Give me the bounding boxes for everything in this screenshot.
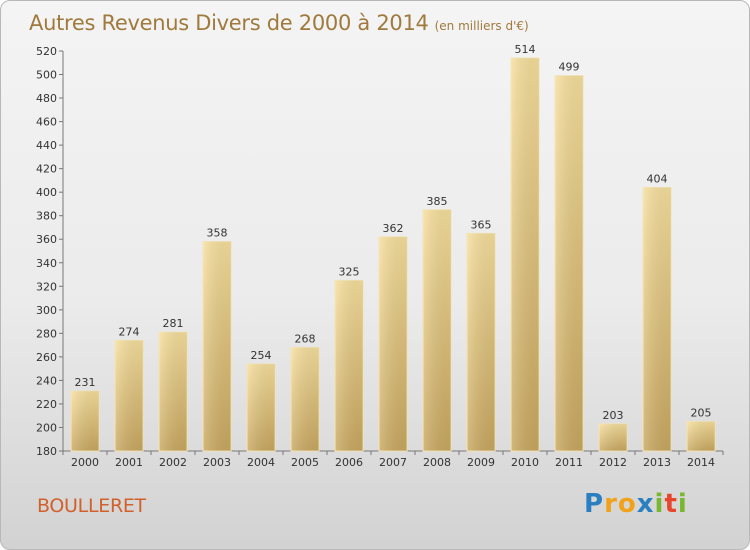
- bar-value-label: 203: [603, 409, 624, 422]
- x-tick-label: 2000: [71, 456, 99, 469]
- x-tick-label: 2008: [423, 456, 451, 469]
- x-tick-label: 2011: [555, 456, 583, 469]
- y-tick-label: 360: [36, 233, 57, 246]
- bar-shade: [423, 209, 451, 451]
- bar-2009[interactable]: 365: [466, 218, 496, 452]
- y-tick-label: 340: [36, 257, 57, 270]
- y-tick-label: 260: [36, 351, 57, 364]
- bar-2014[interactable]: 205: [686, 407, 716, 452]
- y-tick-label: 460: [36, 116, 57, 129]
- logo-letter: t: [664, 489, 678, 519]
- bar-value-label: 274: [119, 325, 140, 338]
- bars: 231 274 281 358 254 268 325 362 385 365 514 499 203 4…: [70, 43, 716, 452]
- bar-value-label: 499: [559, 61, 580, 74]
- bar-2000[interactable]: 231: [70, 376, 100, 452]
- y-tick-label: 500: [36, 69, 57, 82]
- x-tick-label: 2009: [467, 456, 495, 469]
- x-tick-label: 2004: [247, 456, 275, 469]
- x-tick-label: 2001: [115, 456, 143, 469]
- y-tick-label: 240: [36, 374, 57, 387]
- y-tick-label: 480: [36, 92, 57, 105]
- bar-shade: [599, 423, 627, 451]
- y-tick-label: 200: [36, 421, 57, 434]
- logo-letter: i: [677, 489, 688, 519]
- proxiti-logo[interactable]: Proxiti: [584, 489, 688, 519]
- bar-2005[interactable]: 268: [290, 332, 320, 452]
- bar-2007[interactable]: 362: [378, 222, 408, 452]
- bar-2004[interactable]: 254: [246, 349, 276, 452]
- bar-value-label: 365: [471, 218, 492, 231]
- bar-2013[interactable]: 404: [642, 172, 672, 452]
- y-axis: 180 200 220 240 260 280 300 320 340 360 380 400 420 4…: [36, 45, 64, 458]
- bar-2001[interactable]: 274: [114, 325, 144, 452]
- chart-title-unit: (en milliers d'€): [434, 19, 529, 33]
- bar-shade: [379, 236, 407, 451]
- y-tick-label: 320: [36, 280, 57, 293]
- bar-2010[interactable]: 514: [510, 43, 540, 452]
- x-tick-label: 2007: [379, 456, 407, 469]
- x-tick-label: 2005: [291, 456, 319, 469]
- bar-2011[interactable]: 499: [554, 61, 584, 452]
- y-tick-label: 300: [36, 304, 57, 317]
- bar-shade: [511, 58, 539, 451]
- y-tick-label: 400: [36, 186, 57, 199]
- chart-title: Autres Revenus Divers de 2000 à 2014 (en …: [29, 11, 529, 35]
- chart-title-main: Autres Revenus Divers de 2000 à 2014: [29, 11, 429, 35]
- x-tick-label: 2002: [159, 456, 187, 469]
- bar-shade: [687, 421, 715, 451]
- bar-shade: [291, 347, 319, 451]
- x-tick-label: 2014: [687, 456, 715, 469]
- y-tick-label: 420: [36, 163, 57, 176]
- x-tick-label: 2010: [511, 456, 539, 469]
- bar-shade: [203, 241, 231, 451]
- bar-2003[interactable]: 358: [202, 227, 232, 452]
- logo-letter: P: [584, 489, 605, 519]
- logo-letter: i: [654, 489, 665, 519]
- bar-shade: [247, 363, 275, 451]
- bar-value-label: 404: [647, 172, 668, 185]
- y-tick-label: 220: [36, 398, 57, 411]
- bar-value-label: 325: [339, 265, 360, 278]
- bar-value-label: 362: [383, 222, 404, 235]
- y-tick-label: 520: [36, 45, 57, 58]
- bar-2006[interactable]: 325: [334, 265, 364, 452]
- bar-value-label: 254: [251, 349, 272, 362]
- bar-value-label: 231: [75, 376, 96, 389]
- bar-2008[interactable]: 385: [422, 195, 452, 452]
- y-tick-label: 380: [36, 210, 57, 223]
- bar-value-label: 514: [515, 43, 536, 56]
- x-axis: 2000 2001 2002 2003 2004 2005 2006 2007 2008 2009…: [62, 450, 724, 469]
- x-tick-label: 2003: [203, 456, 231, 469]
- y-tick-label: 180: [36, 445, 57, 458]
- bar-shade: [159, 332, 187, 451]
- x-tick-label: 2013: [643, 456, 671, 469]
- bar-value-label: 268: [295, 332, 316, 345]
- bar-2002[interactable]: 281: [158, 317, 188, 452]
- logo-letter: r: [604, 489, 618, 519]
- bar-shade: [555, 75, 583, 452]
- bar-2012[interactable]: 203: [598, 409, 628, 452]
- bar-shade: [643, 187, 671, 451]
- x-tick-label: 2006: [335, 456, 363, 469]
- bar-value-label: 385: [427, 195, 448, 208]
- logo-letter: o: [617, 489, 637, 519]
- x-tick-label: 2012: [599, 456, 627, 469]
- bar-shade: [335, 280, 363, 451]
- bar-shade: [467, 233, 495, 451]
- bar-value-label: 358: [207, 227, 228, 240]
- y-tick-label: 440: [36, 139, 57, 152]
- commune-name: BOULLERET: [37, 495, 146, 517]
- bar-shade: [115, 340, 143, 451]
- bar-shade: [71, 391, 99, 451]
- logo-letter: x: [636, 489, 655, 519]
- y-tick-label: 280: [36, 327, 57, 340]
- bar-value-label: 281: [163, 317, 184, 330]
- bar-value-label: 205: [691, 407, 712, 420]
